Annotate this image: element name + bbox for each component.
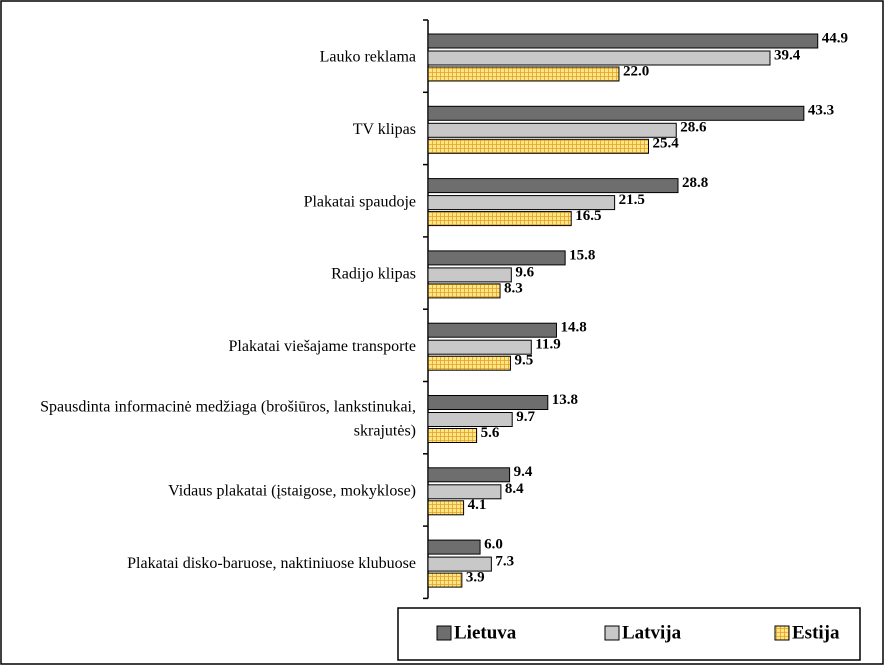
value-label: 8.3 — [504, 280, 523, 296]
value-label: 7.3 — [495, 554, 514, 570]
category-label: TV klipas — [353, 121, 416, 138]
legend-swatch — [604, 625, 620, 641]
bar — [427, 195, 616, 211]
value-label: 9.5 — [514, 353, 533, 369]
category-line: skrajutės) — [354, 422, 416, 439]
value-label: 9.4 — [514, 464, 533, 480]
bar — [427, 339, 532, 355]
bar — [427, 467, 511, 483]
value-label: 13.8 — [552, 392, 578, 408]
legend-label: Lietuva — [454, 622, 517, 643]
value-label: 4.1 — [468, 497, 487, 513]
bar — [427, 250, 566, 266]
bar — [427, 412, 513, 427]
value-label: 11.9 — [535, 337, 560, 353]
bar — [427, 539, 481, 555]
value-label: 8.4 — [505, 481, 524, 497]
value-label: 28.6 — [680, 120, 707, 136]
category-label: Vidaus plakatai (įstaigose, mokyklose) — [168, 482, 416, 499]
bar — [427, 66, 620, 82]
value-label: 15.8 — [569, 247, 595, 263]
legend-label: Latvija — [622, 622, 682, 643]
value-label: 9.7 — [516, 409, 535, 425]
category-line: Spausdinta informacinė medžiaga (brošiūr… — [40, 398, 416, 415]
bar — [427, 428, 478, 443]
bar — [427, 105, 805, 121]
bar — [427, 211, 572, 227]
value-label: 14.8 — [560, 320, 586, 336]
category-label: Spausdinta informacinė medžiaga (brošiūr… — [40, 398, 416, 439]
value-label: 28.8 — [682, 175, 708, 191]
legend-swatch — [774, 625, 790, 641]
bar — [427, 50, 771, 66]
value-label: 3.9 — [466, 570, 485, 586]
value-label: 22.0 — [623, 63, 649, 79]
category-label: Plakatai spaudoje — [304, 193, 416, 210]
bar — [427, 355, 511, 371]
value-label: 6.0 — [484, 537, 503, 553]
bar — [427, 138, 649, 154]
value-label: 44.9 — [822, 30, 848, 46]
legend-label: Estija — [792, 622, 840, 643]
bar — [427, 267, 512, 283]
category-label: Plakatai disko-baruose, naktiniuose klub… — [127, 555, 416, 572]
value-label: 9.6 — [515, 264, 534, 280]
bar — [427, 33, 819, 49]
bar — [427, 500, 465, 516]
category-label: Lauko reklama — [320, 49, 416, 66]
bar — [427, 484, 502, 500]
value-label: 21.5 — [619, 192, 645, 208]
value-label: 43.3 — [808, 103, 834, 119]
value-label: 39.4 — [774, 47, 801, 63]
category-label: Plakatai viešajame transporte — [229, 338, 416, 355]
bar — [427, 283, 501, 299]
legend-swatch — [436, 625, 452, 641]
value-label: 16.5 — [575, 208, 601, 224]
category-label: Radijo klipas — [331, 266, 416, 283]
bar — [427, 395, 549, 410]
bar — [427, 178, 679, 194]
bar — [427, 572, 463, 588]
value-label: 25.4 — [652, 136, 679, 152]
bar — [427, 556, 492, 572]
bar — [427, 122, 677, 138]
value-label: 5.6 — [481, 425, 500, 441]
bar — [427, 322, 557, 338]
